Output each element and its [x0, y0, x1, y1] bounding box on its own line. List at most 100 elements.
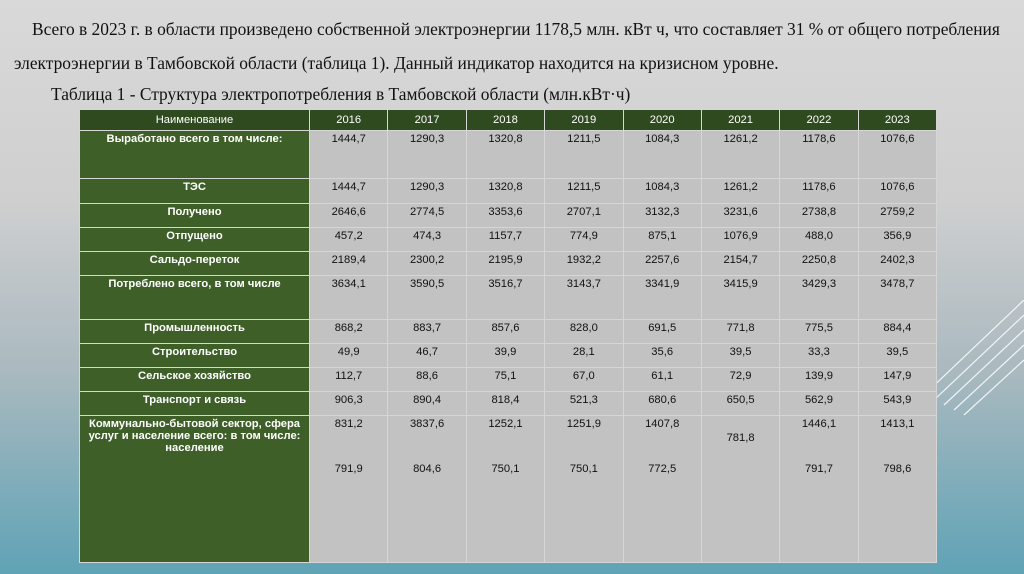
table-row: Строительство 49,9 46,7 39,9 28,1 35,6 39,5 33,…: [79, 343, 938, 368]
table-cell: 521,3: [544, 391, 624, 416]
table-cell: 1290,3: [387, 178, 467, 204]
energy-table: Наименование 2016 2017 2018 2019 2020 2021 2022…: [79, 109, 938, 563]
row-label: Транспорт и связь: [79, 391, 310, 416]
table-cell: 33,3: [779, 343, 859, 368]
table-cell: 1252,1 750,1: [465, 415, 546, 563]
table-cell: 890,4: [387, 391, 467, 416]
table-row: Отпущено 457,2 474,3 1157,7 774,9 875,1 1076,9…: [79, 227, 938, 252]
intro-paragraph: Всего в 2023 г. в области произведено со…: [14, 19, 1000, 73]
table-cell: 46,7: [387, 343, 467, 368]
table-cell: 883,7: [387, 319, 467, 344]
table-cell: 1261,2: [700, 178, 781, 204]
table-row: Потреблено всего, в том числе 3634,1 3590,…: [79, 275, 938, 320]
table-cell: 650,5: [700, 391, 781, 416]
table-cell: 457,2: [308, 227, 389, 252]
table-cell: 3478,7: [857, 275, 938, 320]
table-cell: 543,9: [857, 391, 938, 416]
population-value: 798,6: [883, 463, 912, 475]
column-header-year: 2016: [308, 109, 389, 131]
table-cell: 3415,9: [700, 275, 781, 320]
table-cell: 1413,1 798,6: [857, 415, 938, 563]
table-cell: 88,6: [387, 367, 467, 392]
table-cell: 771,8: [700, 319, 781, 344]
table-cell: 3429,3: [779, 275, 859, 320]
table-cell: 356,9: [857, 227, 938, 252]
table-cell: 1211,5: [544, 130, 624, 179]
table-cell: 1444,7: [308, 130, 389, 179]
table-cell: 1446,1 791,7: [779, 415, 859, 563]
table-cell: 1320,8: [465, 178, 546, 204]
total-value: 831,2: [334, 418, 363, 430]
total-value: 1413,1: [880, 418, 915, 430]
table-cell: 828,0: [544, 319, 624, 344]
table-cell: 868,2: [308, 319, 389, 344]
table-cell: 2189,4: [308, 251, 389, 276]
table-cell: 1407,8 772,5: [622, 415, 702, 563]
column-header-year: 2020: [622, 109, 702, 131]
table-cell: 35,6: [622, 343, 702, 368]
table-row: Выработано всего в том числе: 1444,7 1290,…: [79, 130, 938, 179]
table-cell: 2154,7: [700, 251, 781, 276]
row-label: ТЭС: [79, 178, 310, 204]
column-header-year: 2018: [465, 109, 546, 131]
population-value: 791,7: [804, 463, 833, 475]
table-cell: 474,3: [387, 227, 467, 252]
table-row: Промышленность 868,2 883,7 857,6 828,0 691,5 7…: [79, 319, 938, 344]
table-cell: 61,1: [622, 367, 702, 392]
table-cell: 3634,1: [308, 275, 389, 320]
table-cell: 3516,7: [465, 275, 546, 320]
decorative-lines: [924, 300, 1024, 416]
total-value: 1251,9: [566, 418, 601, 430]
table-cell: 1251,9 750,1: [544, 415, 624, 563]
table-cell: 1084,3: [622, 130, 702, 179]
table-row-household: Коммунально-бытовой сектор, сфера услуг …: [79, 415, 938, 563]
column-header-name: Наименование: [79, 109, 310, 131]
table-row: Сальдо-переток 2189,4 2300,2 2195,9 1932,2 22…: [79, 251, 938, 276]
population-value: 772,5: [648, 463, 677, 475]
table-row: Транспорт и связь 906,3 890,4 818,4 521,3 680…: [79, 391, 938, 416]
row-label: Сальдо-переток: [79, 251, 310, 276]
table-cell: 2759,2: [857, 203, 938, 228]
table-cell: 147,9: [857, 367, 938, 392]
total-value: 1446,1: [801, 418, 837, 430]
table-cell: 3341,9: [622, 275, 702, 320]
population-value: 791,9: [334, 463, 363, 475]
row-label: Отпущено: [79, 227, 310, 252]
table-cell: 67,0: [544, 367, 624, 392]
table-cell: 3143,7: [544, 275, 624, 320]
table-row: Сельское хозяйство 112,7 88,6 75,1 67,0 61,1 7…: [79, 367, 938, 392]
row-label: Сельское хозяйство: [79, 367, 310, 392]
column-header-year: 2022: [779, 109, 859, 131]
table-cell: 857,6: [465, 319, 546, 344]
table-cell: 1320,8: [465, 130, 546, 179]
total-value: 1252,1: [488, 418, 523, 430]
table-cell: 1178,6: [779, 178, 859, 204]
table-cell: 2707,1: [544, 203, 624, 228]
table-cell: 1261,2: [700, 130, 781, 179]
table-cell: 139,9: [779, 367, 859, 392]
table-cell: 774,9: [544, 227, 624, 252]
table-cell: 1178,6: [779, 130, 859, 179]
table-cell: 1076,6: [857, 130, 938, 179]
table-cell: 680,6: [622, 391, 702, 416]
row-label: Промышленность: [79, 319, 310, 344]
table-cell: 1084,3: [622, 178, 702, 204]
table-cell: 3231,6: [700, 203, 781, 228]
column-header-year: 2021: [700, 109, 781, 131]
row-label: Получено: [79, 203, 310, 228]
row-label: Коммунально-бытовой сектор, сфера услуг …: [79, 415, 310, 563]
total-value: 1407,8: [645, 418, 680, 430]
population-value: 804,6: [413, 463, 442, 475]
population-value: 750,1: [569, 463, 598, 475]
table-caption: Таблица 1 - Структура электропотребления…: [51, 84, 631, 104]
table-cell: 2646,6: [308, 203, 389, 228]
table-cell: 3353,6: [465, 203, 546, 228]
merged-value: 781,8: [726, 432, 755, 444]
table-cell: 691,5: [622, 319, 702, 344]
table-cell: 2738,8: [779, 203, 859, 228]
table-cell: 112,7: [308, 367, 389, 392]
table-cell: 2250,8: [779, 251, 859, 276]
table-cell: 39,9: [465, 343, 546, 368]
table-cell: 1076,6: [857, 178, 938, 204]
table-cell: 875,1: [622, 227, 702, 252]
